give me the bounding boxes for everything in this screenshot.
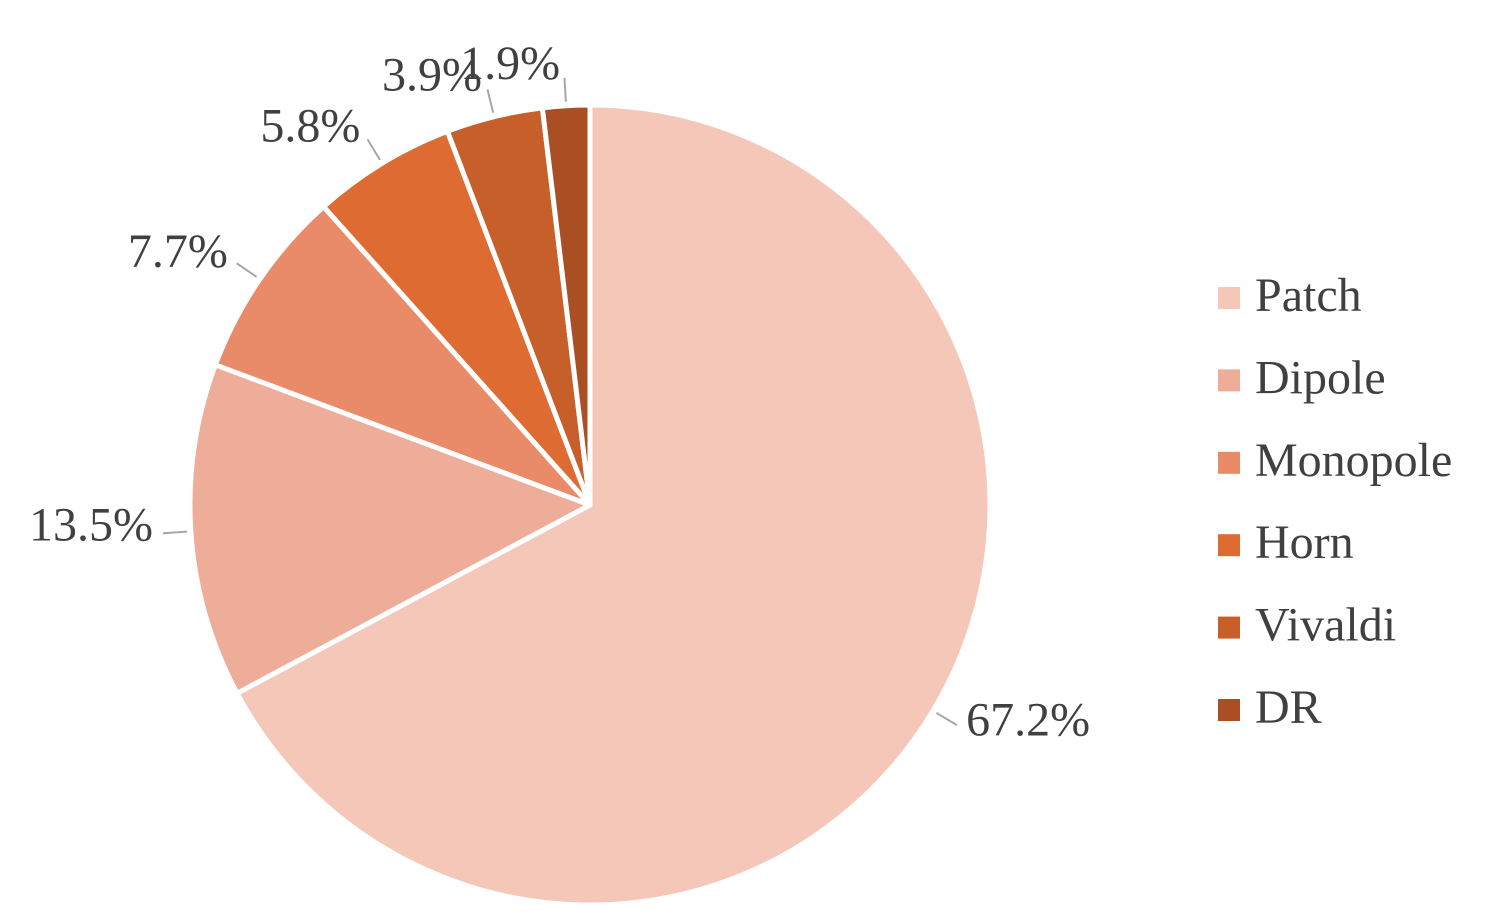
legend-swatch	[1218, 616, 1240, 639]
data-label: 1.9%	[460, 37, 560, 90]
leader-line	[236, 262, 258, 278]
legend-label: Horn	[1255, 516, 1354, 569]
legend-label: Vivaldi	[1255, 599, 1396, 652]
leader-line	[563, 77, 567, 102]
legend-swatch	[1218, 451, 1240, 474]
legend-swatch	[1218, 369, 1240, 392]
legend-swatch	[1218, 699, 1240, 721]
data-label: 7.7%	[128, 225, 228, 278]
data-label: 3.9%	[382, 49, 482, 102]
data-label: 67.2%	[966, 693, 1090, 746]
legend-label: Patch	[1255, 269, 1362, 322]
legend-swatch	[1218, 534, 1240, 557]
legend-label: DR	[1255, 681, 1322, 734]
legend-swatch	[1218, 287, 1240, 309]
pie-slice	[212, 204, 593, 508]
pie-slice	[539, 102, 593, 508]
leader-line	[935, 711, 958, 727]
pie-slice	[321, 128, 593, 508]
legend-label: Dipole	[1255, 351, 1386, 404]
leader-line	[366, 138, 381, 161]
data-label: 5.8%	[260, 99, 360, 152]
pie-slice	[234, 102, 993, 908]
leader-line	[162, 530, 187, 535]
leader-line	[486, 89, 495, 114]
data-label: 13.5%	[29, 499, 153, 552]
pie-slice	[187, 362, 593, 696]
legend-label: Monopole	[1255, 434, 1452, 487]
